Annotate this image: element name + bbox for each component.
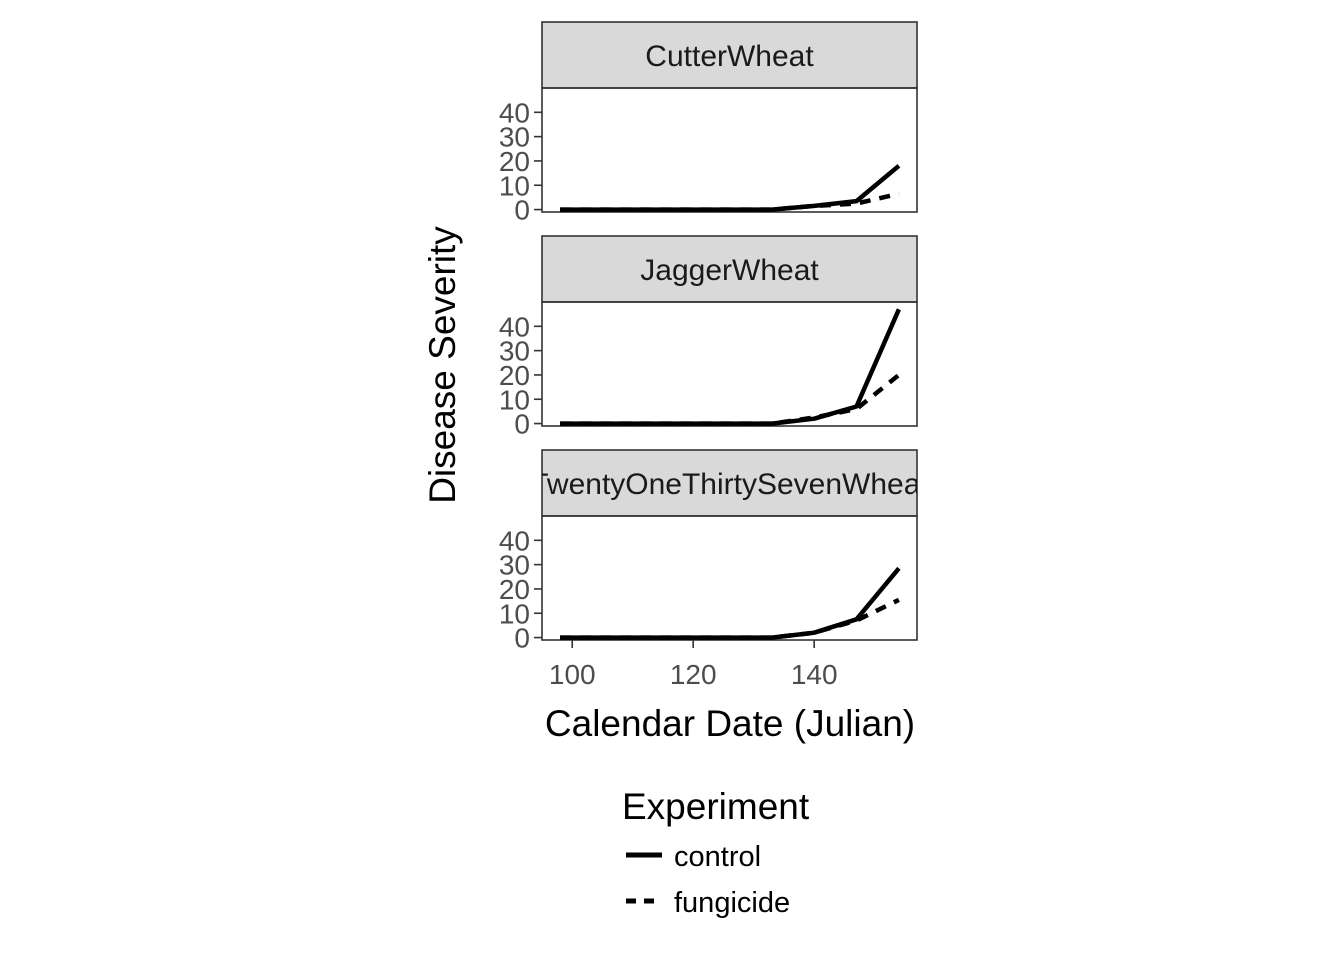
- y-tick-label: 30: [499, 336, 530, 367]
- legend: Experiment control fungicide: [622, 786, 810, 919]
- x-axis: 100 120 140: [549, 640, 838, 690]
- y-tick-label: 40: [499, 97, 530, 128]
- y-tick-label: 10: [499, 598, 530, 629]
- y-tick-label: 10: [499, 170, 530, 201]
- y-tick-label: 20: [499, 574, 530, 605]
- facet-strip: [541, 21, 918, 89]
- legend-label-control: control: [674, 841, 761, 873]
- y-tick-label: 40: [499, 525, 530, 556]
- y-tick-label: 0: [514, 195, 530, 226]
- y-tick-label: 20: [499, 146, 530, 177]
- y-axis-title: Disease Severity: [422, 226, 463, 504]
- series-line-control: [560, 566, 901, 640]
- facet-strip: [541, 235, 918, 303]
- series-line-control: [560, 308, 901, 426]
- series-line-fungicide: [560, 597, 900, 640]
- panel-border: [541, 515, 918, 641]
- x-tick-label: 120: [670, 659, 717, 690]
- y-tick-label: 40: [499, 311, 530, 342]
- x-axis-title: Calendar Date (Julian): [545, 703, 915, 744]
- y-tick-label: 0: [514, 623, 530, 654]
- facet-strip-label: CutterWheat: [645, 40, 814, 73]
- facet-strip: [541, 449, 918, 517]
- series-line-fungicide: [560, 373, 901, 426]
- x-tick-label: 100: [549, 659, 596, 690]
- x-tick-label: 140: [791, 659, 838, 690]
- y-tick-label: 10: [499, 384, 530, 415]
- y-tick-label: 30: [499, 122, 530, 153]
- y-tick-label: 20: [499, 360, 530, 391]
- panel-border: [541, 87, 918, 213]
- y-tick-label: 0: [514, 409, 530, 440]
- legend-title: Experiment: [622, 786, 810, 827]
- facet-strip-label: JaggerWheat: [640, 254, 819, 287]
- panel-border: [541, 301, 918, 427]
- series-line-fungicide: [560, 191, 900, 212]
- legend-label-fungicide: fungicide: [674, 887, 790, 919]
- facet-strip-label: TwentyOneThirtySevenWheat: [530, 468, 929, 501]
- facet-panels: CutterWheat010203040JaggerWheat010203040…: [499, 21, 929, 654]
- y-tick-label: 30: [499, 550, 530, 581]
